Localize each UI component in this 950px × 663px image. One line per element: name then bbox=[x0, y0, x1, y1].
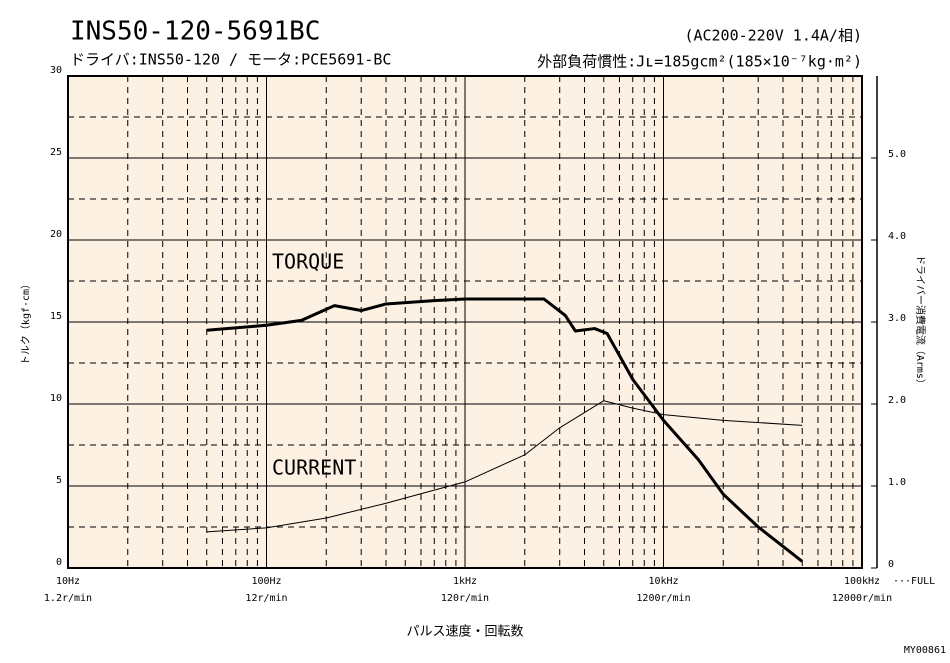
x-tick-label: 100Hz bbox=[251, 576, 281, 587]
x-tick-label: 10kHz bbox=[648, 576, 678, 587]
y-tick-label: 5 bbox=[56, 475, 62, 486]
y-tick-label: 30 bbox=[50, 65, 62, 76]
x-tick-label: 100kHz bbox=[844, 576, 880, 587]
code: MY00861 bbox=[904, 645, 946, 656]
y2-tick-label: 2.0 bbox=[888, 395, 906, 406]
y-tick-label: 0 bbox=[56, 557, 62, 568]
x-tick-label: 10Hz bbox=[56, 576, 80, 587]
x-tick-label-rpm: 1.2r/min bbox=[44, 593, 92, 604]
x-tick-label-rpm: 120r/min bbox=[441, 593, 489, 604]
inertia: 外部負荷慣性:Jʟ=185gcm²(185×10⁻⁷kg·m²) bbox=[537, 53, 862, 71]
x-tick-label: 1kHz bbox=[453, 576, 477, 587]
y2-tick-label: 5.0 bbox=[888, 149, 906, 160]
chart-title: INS50-120-5691BC bbox=[70, 17, 320, 47]
y-axis-label: トルク（kgf·cm） bbox=[20, 279, 32, 365]
condition: (AC200-220V 1.4A/相) bbox=[684, 27, 862, 45]
plot-frame bbox=[67, 75, 863, 569]
y2-tick-label: 3.0 bbox=[888, 313, 906, 324]
y-tick-label: 20 bbox=[50, 229, 62, 240]
y2-axis-label: ドライバー消費電流（Arms） bbox=[914, 255, 927, 389]
y2-tick-label: 0 bbox=[888, 559, 894, 570]
annotation: TORQUE bbox=[272, 250, 344, 274]
y-tick-label: 25 bbox=[50, 147, 62, 158]
annotation: CURRENT bbox=[272, 456, 356, 480]
x-axis-label: パルス速度・回転数 bbox=[406, 624, 523, 640]
series-line bbox=[206, 297, 804, 563]
full-label: ···FULL bbox=[893, 576, 935, 587]
y2-tick-label: 1.0 bbox=[888, 477, 906, 488]
y-tick-label: 15 bbox=[50, 311, 62, 322]
series-line bbox=[206, 400, 803, 533]
subtitle: ドライバ:INS50-120 / モータ:PCE5691-BC bbox=[70, 51, 391, 69]
x-tick-label-rpm: 12r/min bbox=[245, 593, 287, 604]
x-tick-label-rpm: 1200r/min bbox=[636, 593, 690, 604]
x-tick-label-rpm: 12000r/min bbox=[832, 593, 892, 604]
y-tick-label: 10 bbox=[50, 393, 62, 404]
y2-tick-label: 4.0 bbox=[888, 231, 906, 242]
